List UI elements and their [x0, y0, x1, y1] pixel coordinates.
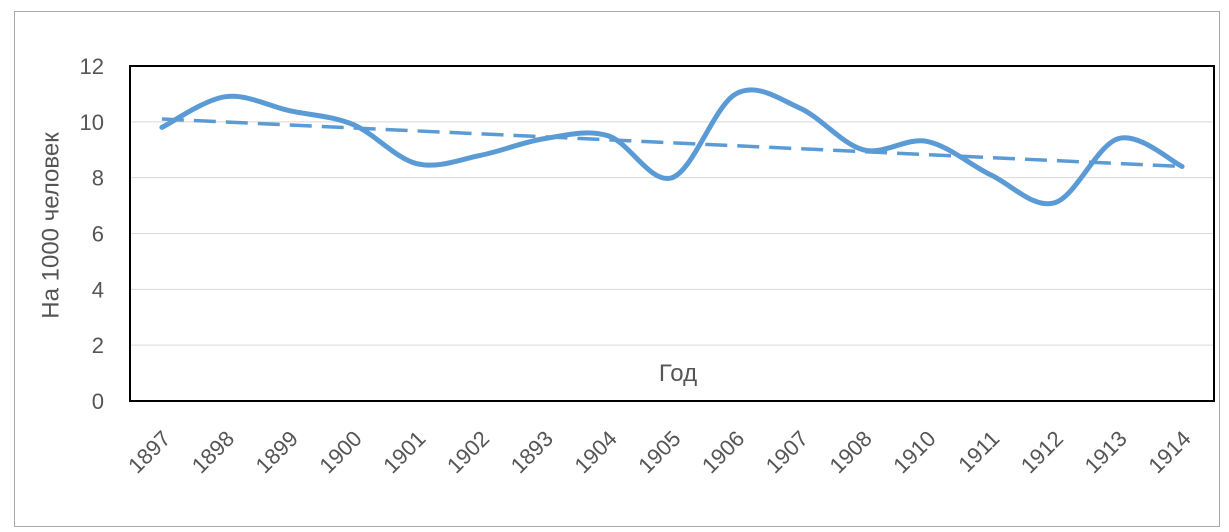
- y-tick-label: 12: [80, 54, 104, 79]
- y-tick-label: 0: [92, 389, 104, 414]
- x-tick-label: 1912: [1016, 426, 1068, 478]
- y-tick-label: 10: [80, 110, 104, 135]
- plot-area-border: [129, 65, 1215, 402]
- x-tick-label: 1899: [251, 426, 303, 478]
- x-tick-label: 1898: [187, 426, 239, 478]
- x-tick-label: 1908: [825, 426, 877, 478]
- trend-line: [161, 117, 1183, 169]
- x-axis-ticks: 1897 1898 1899 1900 1901 1902 1893 1904 1905 1906…: [123, 426, 1196, 478]
- x-tick-label: 1897: [123, 426, 175, 478]
- x-tick-label: 1913: [1080, 426, 1132, 478]
- y-tick-label: 4: [92, 277, 104, 302]
- series-line: [159, 87, 1185, 207]
- y-axis-label: На 1000 человек: [37, 132, 64, 319]
- gridlines: [130, 65, 1214, 402]
- x-tick-label: 1905: [633, 426, 685, 478]
- x-tick-label: 1906: [697, 426, 749, 478]
- x-tick-label: 1902: [442, 426, 494, 478]
- x-tick-label: 1911: [953, 426, 1004, 477]
- y-tick-label: 6: [92, 222, 104, 247]
- x-tick-label: 1900: [314, 426, 366, 478]
- x-axis-title-annotation: Год: [659, 360, 697, 387]
- x-tick-label: 1904: [569, 426, 621, 478]
- x-tick-label: 1914: [1143, 426, 1195, 478]
- y-tick-label: 8: [92, 166, 104, 191]
- x-tick-label: 1901: [378, 426, 430, 478]
- y-axis-ticks: 0 2 4 6 8 10 12: [80, 54, 104, 414]
- x-tick-label: 1893: [506, 426, 558, 478]
- y-tick-label: 2: [92, 333, 104, 358]
- x-tick-label: 1910: [888, 426, 940, 478]
- x-tick-label: 1907: [761, 426, 813, 478]
